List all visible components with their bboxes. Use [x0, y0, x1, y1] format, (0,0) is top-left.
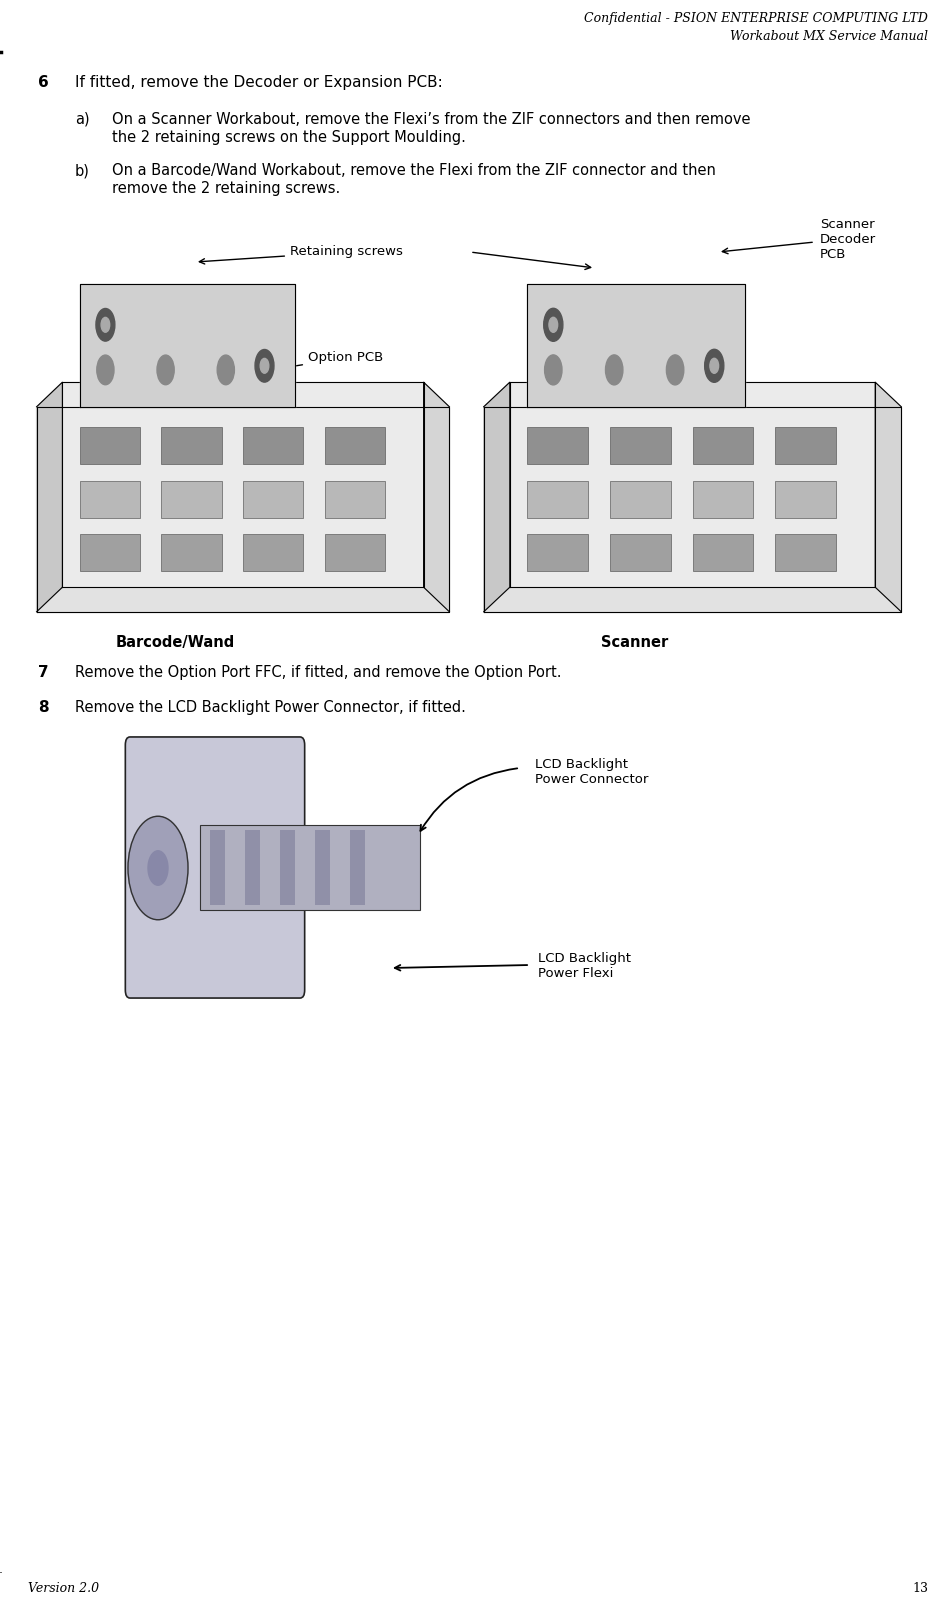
- Polygon shape: [79, 283, 295, 407]
- Polygon shape: [509, 383, 875, 587]
- Circle shape: [545, 356, 562, 385]
- Bar: [161, 534, 221, 571]
- Bar: [243, 481, 303, 518]
- Polygon shape: [63, 383, 424, 587]
- Text: If fitted, remove the Decoder or Expansion PCB:: If fitted, remove the Decoder or Expansi…: [75, 76, 443, 90]
- Text: 8: 8: [38, 700, 49, 714]
- Bar: [79, 428, 140, 465]
- Circle shape: [549, 317, 558, 333]
- Polygon shape: [875, 383, 901, 611]
- Bar: [243, 428, 303, 465]
- Circle shape: [217, 356, 234, 385]
- Bar: [692, 428, 754, 465]
- Text: Workabout MX Service Manual: Workabout MX Service Manual: [730, 31, 928, 43]
- Bar: [692, 534, 754, 571]
- Text: 13: 13: [912, 1582, 928, 1595]
- Bar: [315, 830, 330, 904]
- Circle shape: [704, 349, 724, 383]
- FancyBboxPatch shape: [125, 737, 305, 998]
- Text: Version 2.0: Version 2.0: [28, 1582, 99, 1595]
- Circle shape: [255, 349, 274, 381]
- Bar: [527, 481, 588, 518]
- Text: Scanner
Decoder
PCB: Scanner Decoder PCB: [820, 217, 876, 261]
- Text: Remove the LCD Backlight Power Connector, if fitted.: Remove the LCD Backlight Power Connector…: [75, 700, 466, 714]
- Polygon shape: [36, 383, 63, 611]
- Bar: [692, 481, 754, 518]
- Circle shape: [157, 356, 174, 385]
- Polygon shape: [483, 383, 509, 611]
- Bar: [161, 428, 221, 465]
- Bar: [527, 534, 588, 571]
- Text: remove the 2 retaining screws.: remove the 2 retaining screws.: [112, 180, 341, 196]
- Text: 6: 6: [38, 76, 49, 90]
- Text: LCD Backlight
Power Connector: LCD Backlight Power Connector: [535, 758, 648, 787]
- Text: Scanner: Scanner: [602, 636, 669, 650]
- Circle shape: [710, 359, 718, 373]
- Polygon shape: [527, 283, 745, 407]
- Circle shape: [666, 356, 684, 385]
- Text: On a Barcode/Wand Workabout, remove the Flexi from the ZIF connector and then: On a Barcode/Wand Workabout, remove the …: [112, 163, 716, 179]
- Circle shape: [96, 309, 115, 341]
- FancyBboxPatch shape: [200, 825, 420, 911]
- Bar: [79, 481, 140, 518]
- Bar: [161, 481, 221, 518]
- Bar: [79, 534, 140, 571]
- Circle shape: [97, 356, 114, 385]
- Bar: [775, 481, 836, 518]
- Polygon shape: [483, 407, 901, 611]
- Bar: [280, 830, 295, 904]
- Bar: [243, 534, 303, 571]
- Text: Retaining screws: Retaining screws: [200, 246, 403, 264]
- Circle shape: [260, 359, 269, 373]
- Bar: [210, 830, 225, 904]
- Text: a): a): [75, 113, 90, 127]
- Text: Confidential - PSION ENTERPRISE COMPUTING LTD: Confidential - PSION ENTERPRISE COMPUTIN…: [584, 11, 928, 26]
- Circle shape: [606, 356, 623, 385]
- Text: LCD Backlight
Power Flexi: LCD Backlight Power Flexi: [538, 953, 631, 980]
- Bar: [610, 534, 671, 571]
- Bar: [527, 428, 588, 465]
- Bar: [610, 481, 671, 518]
- Text: Remove the Option Port FFC, if fitted, and remove the Option Port.: Remove the Option Port FFC, if fitted, a…: [75, 665, 562, 681]
- Polygon shape: [36, 407, 450, 611]
- Bar: [325, 428, 385, 465]
- Text: 7: 7: [38, 665, 49, 681]
- Text: Barcode/Wand: Barcode/Wand: [116, 636, 234, 650]
- Bar: [610, 428, 671, 465]
- Bar: [775, 428, 836, 465]
- Text: b): b): [75, 163, 90, 179]
- Text: Option PCB: Option PCB: [286, 351, 383, 368]
- Circle shape: [148, 851, 168, 885]
- Bar: [350, 830, 365, 904]
- Bar: [775, 534, 836, 571]
- Circle shape: [101, 317, 110, 331]
- Text: the 2 retaining screws on the Support Moulding.: the 2 retaining screws on the Support Mo…: [112, 130, 466, 145]
- Bar: [325, 534, 385, 571]
- Bar: [245, 830, 260, 904]
- Bar: [325, 481, 385, 518]
- Circle shape: [128, 816, 188, 920]
- Circle shape: [544, 309, 563, 341]
- Polygon shape: [424, 383, 450, 611]
- Text: On a Scanner Workabout, remove the Flexi’s from the ZIF connectors and then remo: On a Scanner Workabout, remove the Flexi…: [112, 113, 750, 127]
